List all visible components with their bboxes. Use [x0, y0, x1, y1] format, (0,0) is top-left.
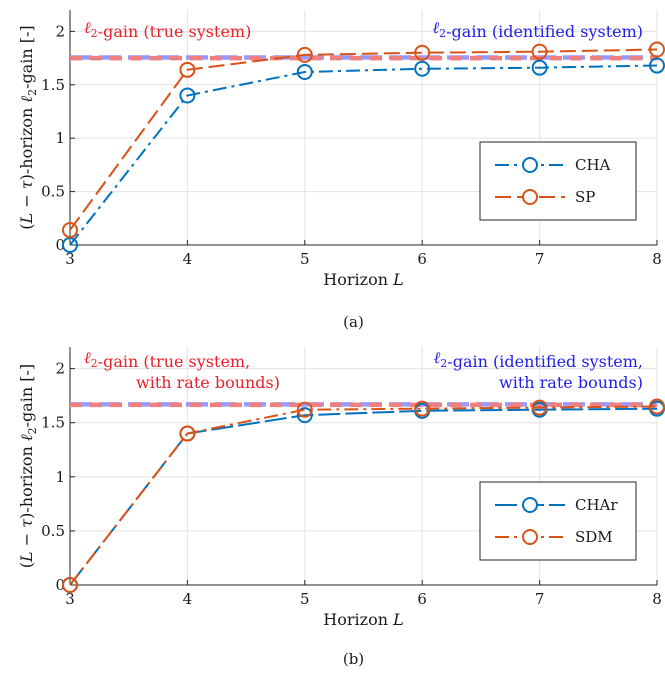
legend-swatch-marker	[522, 157, 538, 173]
panel-b: 3 4 5 6 7 8 0 0.5 1 1.5 2 ℓ2-gain (true system, with…	[17, 347, 665, 668]
x-tick-label: 6	[417, 250, 427, 268]
x-tick-label: 6	[417, 590, 427, 608]
data-point-sdm	[296, 401, 313, 418]
x-axis-label: Horizon L	[323, 270, 403, 289]
legend-label: SDM	[575, 528, 613, 546]
y-tick-label: 1.5	[41, 76, 65, 94]
panel-a: 3 4 5 6 7 8 0 0.5 1 1.5 2 ℓ2-gain (true system) ℓ2-g…	[17, 10, 665, 331]
data-point-sp	[649, 41, 665, 58]
x-tick-label: 8	[652, 250, 662, 268]
x-tick-label: 7	[535, 590, 545, 608]
ref-label-true-line2: with rate bounds)	[136, 373, 280, 392]
x-tick-label: 4	[183, 590, 193, 608]
x-tick-label: 5	[300, 250, 310, 268]
data-point-sdm	[649, 398, 665, 415]
y-tick-label: 0	[55, 576, 65, 594]
figure-caption: (b)	[343, 650, 364, 668]
data-point-cha	[296, 63, 313, 80]
x-axis-label: Horizon L	[323, 610, 403, 629]
legend-label: SP	[575, 188, 595, 206]
y-tick-label: 2	[55, 360, 65, 378]
legend-box	[479, 141, 637, 221]
x-tick-label: 7	[535, 250, 545, 268]
data-point-sp	[62, 222, 78, 239]
x-tick-label: 3	[65, 250, 75, 268]
legend-label: CHA	[575, 156, 611, 174]
data-point-sp	[531, 43, 548, 60]
data-point-cha	[414, 60, 431, 77]
x-tick-label: 4	[183, 250, 193, 268]
y-tick-label: 1	[55, 468, 65, 486]
series-line-sdm	[69, 405, 658, 586]
ref-label-true: ℓ2-gain (true system)	[84, 18, 251, 41]
y-axis-label: (L − τ)-horizon ℓ2-gain [-]	[17, 25, 39, 229]
x-tick-label: 5	[300, 590, 310, 608]
y-tick-label: 0.5	[41, 522, 65, 540]
series-line-char	[69, 407, 658, 586]
data-point-sdm	[179, 425, 196, 442]
y-tick-label: 2	[55, 22, 65, 40]
data-point-cha	[179, 87, 196, 104]
data-point-sdm	[531, 399, 548, 416]
figure-caption: (a)	[343, 313, 364, 331]
y-tick-label: 0.5	[41, 183, 65, 201]
legend: CHAr SDM	[479, 481, 637, 561]
data-point-sp	[296, 46, 313, 63]
ref-label-identified-line2: with rate bounds)	[499, 373, 643, 392]
data-point-sp	[179, 61, 196, 78]
y-axis-label: (L − τ)-horizon ℓ2-gain [-]	[17, 364, 39, 568]
legend-label: CHAr	[575, 496, 618, 514]
data-point-char	[296, 407, 313, 424]
legend-swatch-marker	[522, 497, 538, 513]
y-tick-label: 0	[55, 236, 65, 254]
data-point-cha	[531, 59, 548, 76]
y-tick-label: 1	[55, 129, 65, 147]
y-tick-label: 1.5	[41, 414, 65, 432]
series-line-sp	[69, 48, 658, 231]
legend-swatch-marker	[522, 189, 538, 205]
ref-label-true: ℓ2-gain (true system,	[84, 348, 250, 371]
ref-label-identified: ℓ2-gain (identified system)	[432, 18, 643, 41]
legend-box	[479, 481, 637, 561]
x-tick-label: 8	[652, 590, 662, 608]
legend: CHA SP	[479, 141, 637, 221]
data-point-sp	[414, 44, 431, 61]
data-point-cha	[649, 57, 665, 74]
legend-swatch-marker	[522, 529, 538, 545]
x-tick-label: 3	[65, 590, 75, 608]
data-point-sdm	[62, 577, 78, 593]
ref-label-identified: ℓ2-gain (identified system,	[434, 348, 643, 371]
data-point-sdm	[414, 400, 431, 417]
